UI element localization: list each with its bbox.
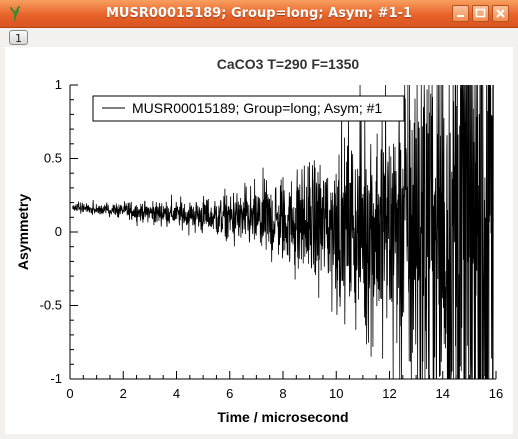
x-tick-label: 2 — [120, 386, 127, 401]
legend-box — [92, 95, 405, 122]
y-axis-label: Asymmetry — [15, 194, 31, 270]
y-tick-label: 0 — [55, 224, 62, 239]
x-tick-label: 0 — [66, 386, 73, 401]
y-tick-label: -0.5 — [40, 298, 62, 313]
series-line — [72, 85, 494, 379]
y-ticks: 1 0.5 0 -0.5 -1 — [40, 77, 78, 386]
x-ticks: 0 2 4 6 8 10 12 14 16 — [66, 371, 503, 401]
chart-title: CaCO3 T=290 F=1350 — [217, 56, 360, 72]
legend-entry: MUSR00015189; Group=long; Asym; #1 — [132, 100, 382, 116]
titlebar[interactable]: MUSR00015189; Group=long; Asym; #1-1 — [0, 0, 518, 28]
app-icon — [10, 6, 20, 21]
close-button[interactable] — [492, 5, 509, 22]
x-tick-label: 8 — [279, 386, 286, 401]
plot-area — [72, 85, 494, 379]
legend: MUSR00015189; Group=long; Asym; #1 — [92, 95, 405, 122]
y-tick-label: 1 — [55, 77, 62, 92]
x-tick-label: 4 — [173, 386, 180, 401]
minimize-button[interactable] — [452, 5, 469, 22]
x-tick-label: 10 — [329, 386, 343, 401]
plot-canvas: CaCO3 T=290 F=1350 0 2 4 6 8 10 12 14 16 1 0.5 0 -0… — [5, 47, 513, 434]
page-tab-1[interactable]: 1 — [9, 30, 28, 45]
x-tick-label: 16 — [489, 386, 503, 401]
x-tick-label: 12 — [382, 386, 396, 401]
minimize-icon — [457, 15, 464, 17]
y-tick-label: -1 — [50, 371, 62, 386]
x-axis-label: Time / microsecond — [217, 409, 348, 425]
y-tick-label: 0.5 — [44, 151, 62, 166]
close-icon — [496, 9, 505, 18]
x-tick-label: 6 — [226, 386, 233, 401]
x-tick-label: 14 — [436, 386, 450, 401]
maximize-button[interactable] — [472, 5, 489, 22]
chart: CaCO3 T=290 F=1350 0 2 4 6 8 10 12 14 16 1 0.5 0 -0… — [15, 56, 503, 425]
window-title: MUSR00015189; Group=long; Asym; #1-1 — [105, 6, 412, 21]
maximize-icon — [475, 8, 486, 18]
